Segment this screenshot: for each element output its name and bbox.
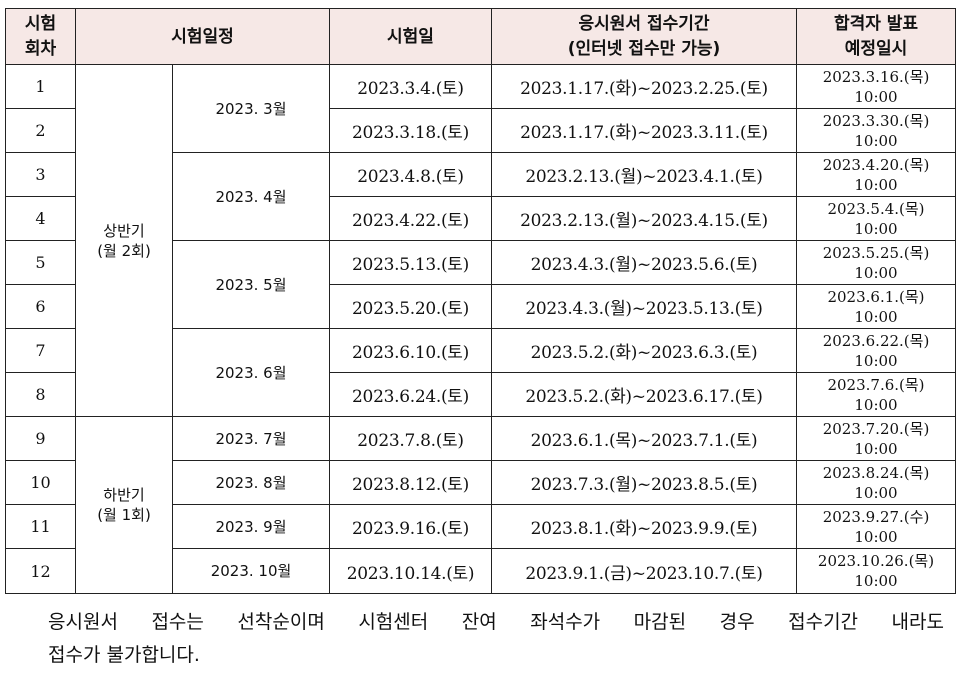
exam-date-cell: 2023.7.8.(토) — [329, 416, 492, 461]
announcement-cell: 2023.6.22.(목) 10:00 — [796, 328, 956, 373]
announcement-cell: 2023.5.25.(목) 10:00 — [796, 240, 956, 285]
exam-date-cell: 2023.5.20.(토) — [329, 284, 492, 329]
round-cell: 9 — [5, 416, 76, 461]
application-period-cell: 2023.1.17.(화)~2023.2.25.(토) — [491, 64, 797, 109]
clipped-top-text: ​ — [0, 0, 962, 8]
announcement-cell: 2023.3.30.(목) 10:00 — [796, 108, 956, 153]
table-row: 12 2023. 10월 2023.10.14.(토) 2023.9.1.(금)… — [5, 548, 956, 594]
application-period-cell: 2023.1.17.(화)~2023.3.11.(토) — [491, 108, 797, 153]
exam-date-cell: 2023.5.13.(토) — [329, 240, 492, 285]
table-row: 2 2023.3.18.(토) 2023.1.17.(화)~2023.3.11.… — [5, 108, 956, 153]
table-header-row: 시험 회차 시험일정 시험일 응시원서 접수기간 (인터넷 접수만 가능) 합격… — [5, 8, 956, 65]
application-period-cell: 2023.4.3.(월)~2023.5.13.(토) — [491, 284, 797, 329]
application-period-cell: 2023.6.1.(목)~2023.7.1.(토) — [491, 416, 797, 461]
application-period-cell: 2023.9.1.(금)~2023.10.7.(토) — [491, 548, 797, 594]
announcement-cell: 2023.8.24.(목) 10:00 — [796, 460, 956, 505]
month-cell: 2023. 9월 — [172, 504, 330, 549]
table-row: 3 2023. 4월 2023.4.8.(토) 2023.2.13.(월)~20… — [5, 152, 956, 241]
application-period-cell: 2023.2.13.(월)~2023.4.15.(토) — [491, 196, 797, 241]
month-cell: 2023. 4월 — [172, 152, 330, 241]
exam-date-cell: 2023.3.4.(토) — [329, 64, 492, 109]
announcement-cell: 2023.6.1.(목) 10:00 — [796, 284, 956, 329]
exam-date-cell: 2023.9.16.(토) — [329, 504, 492, 549]
application-period-cell: 2023.5.2.(화)~2023.6.17.(토) — [491, 372, 797, 417]
round-cell: 1 — [5, 64, 76, 109]
month-cell: 2023. 3월 — [172, 64, 330, 153]
header-exam-date: 시험일 — [329, 8, 492, 65]
round-cell: 8 — [5, 372, 76, 417]
application-period-cell: 2023.4.3.(월)~2023.5.6.(토) — [491, 240, 797, 285]
announcement-cell: 2023.10.26.(목) 10:00 — [796, 548, 956, 594]
month-cell: 2023. 6월 — [172, 328, 330, 417]
announcement-cell: 2023.7.6.(목) 10:00 — [796, 372, 956, 417]
exam-date-cell: 2023.6.24.(토) — [329, 372, 492, 417]
header-schedule: 시험일정 — [75, 8, 330, 65]
note-text-2: 접수가 불가합니다. — [48, 644, 200, 666]
application-note: ○응시원서 접수는 선착순이며 시험센터 잔여 좌석수가 마감된 경우 접수기간… — [14, 606, 944, 672]
exam-date-cell: 2023.6.10.(토) — [329, 328, 492, 373]
header-announcement: 합격자 발표 예정일시 — [796, 8, 956, 65]
announcement-cell: 2023.7.20.(목) 10:00 — [796, 416, 956, 461]
half-second: 하반기 (월 1회) — [75, 416, 173, 594]
exam-date-cell: 2023.4.22.(토) — [329, 196, 492, 241]
application-period-cell: 2023.7.3.(월)~2023.8.5.(토) — [491, 460, 797, 505]
application-period-cell: 2023.5.2.(화)~2023.6.3.(토) — [491, 328, 797, 373]
month-cell: 2023. 8월 — [172, 460, 330, 505]
header-application-period: 응시원서 접수기간 (인터넷 접수만 가능) — [491, 8, 797, 65]
table-row: 6 2023.5.20.(토) 2023.4.3.(월)~2023.5.13.(… — [5, 284, 956, 329]
table-row: 11 2023. 9월 2023.9.16.(토) 2023.8.1.(화)~2… — [5, 504, 956, 549]
announcement-cell: 2023.9.27.(수) 10:00 — [796, 504, 956, 549]
exam-date-cell: 2023.8.12.(토) — [329, 460, 492, 505]
header-round: 시험 회차 — [5, 8, 76, 65]
table-row: 5 2023. 5월 2023.5.13.(토) 2023.4.3.(월)~20… — [5, 240, 956, 329]
round-cell: 12 — [5, 548, 76, 594]
round-cell: 11 — [5, 504, 76, 549]
round-cell: 6 — [5, 284, 76, 329]
exam-date-cell: 2023.3.18.(토) — [329, 108, 492, 153]
round-cell: 10 — [5, 460, 76, 505]
exam-date-cell: 2023.4.8.(토) — [329, 152, 492, 197]
table-row: 9 하반기 (월 1회) 2023. 7월 2023.7.8.(토) 2023.… — [5, 416, 956, 594]
application-period-cell: 2023.8.1.(화)~2023.9.9.(토) — [491, 504, 797, 549]
table-row: 1 상반기 (월 2회) 2023. 3월 2023.3.4.(토) 2023.… — [5, 64, 956, 417]
round-cell: 2 — [5, 108, 76, 153]
table-row: 7 2023. 6월 2023.6.10.(토) 2023.5.2.(화)~20… — [5, 328, 956, 417]
announcement-cell: 2023.3.16.(목) 10:00 — [796, 64, 956, 109]
half-first: 상반기 (월 2회) — [75, 64, 173, 417]
application-period-cell: 2023.2.13.(월)~2023.4.1.(토) — [491, 152, 797, 197]
exam-date-cell: 2023.10.14.(토) — [329, 548, 492, 594]
round-cell: 3 — [5, 152, 76, 197]
announcement-cell: 2023.5.4.(목) 10:00 — [796, 196, 956, 241]
month-cell: 2023. 5월 — [172, 240, 330, 329]
round-cell: 7 — [5, 328, 76, 373]
round-cell: 4 — [5, 196, 76, 241]
note-line-1: ○응시원서 접수는 선착순이며 시험센터 잔여 좌석수가 마감된 경우 접수기간… — [14, 606, 944, 639]
note-text-1: 응시원서 접수는 선착순이며 시험센터 잔여 좌석수가 마감된 경우 접수기간 … — [48, 611, 944, 633]
circle-bullet-icon: ○ — [14, 606, 48, 639]
month-cell: 2023. 7월 — [172, 416, 330, 461]
exam-schedule-table: 시험 회차 시험일정 시험일 응시원서 접수기간 (인터넷 접수만 가능) 합격… — [5, 8, 956, 594]
month-cell: 2023. 10월 — [172, 548, 330, 594]
round-cell: 5 — [5, 240, 76, 285]
announcement-cell: 2023.4.20.(목) 10:00 — [796, 152, 956, 197]
